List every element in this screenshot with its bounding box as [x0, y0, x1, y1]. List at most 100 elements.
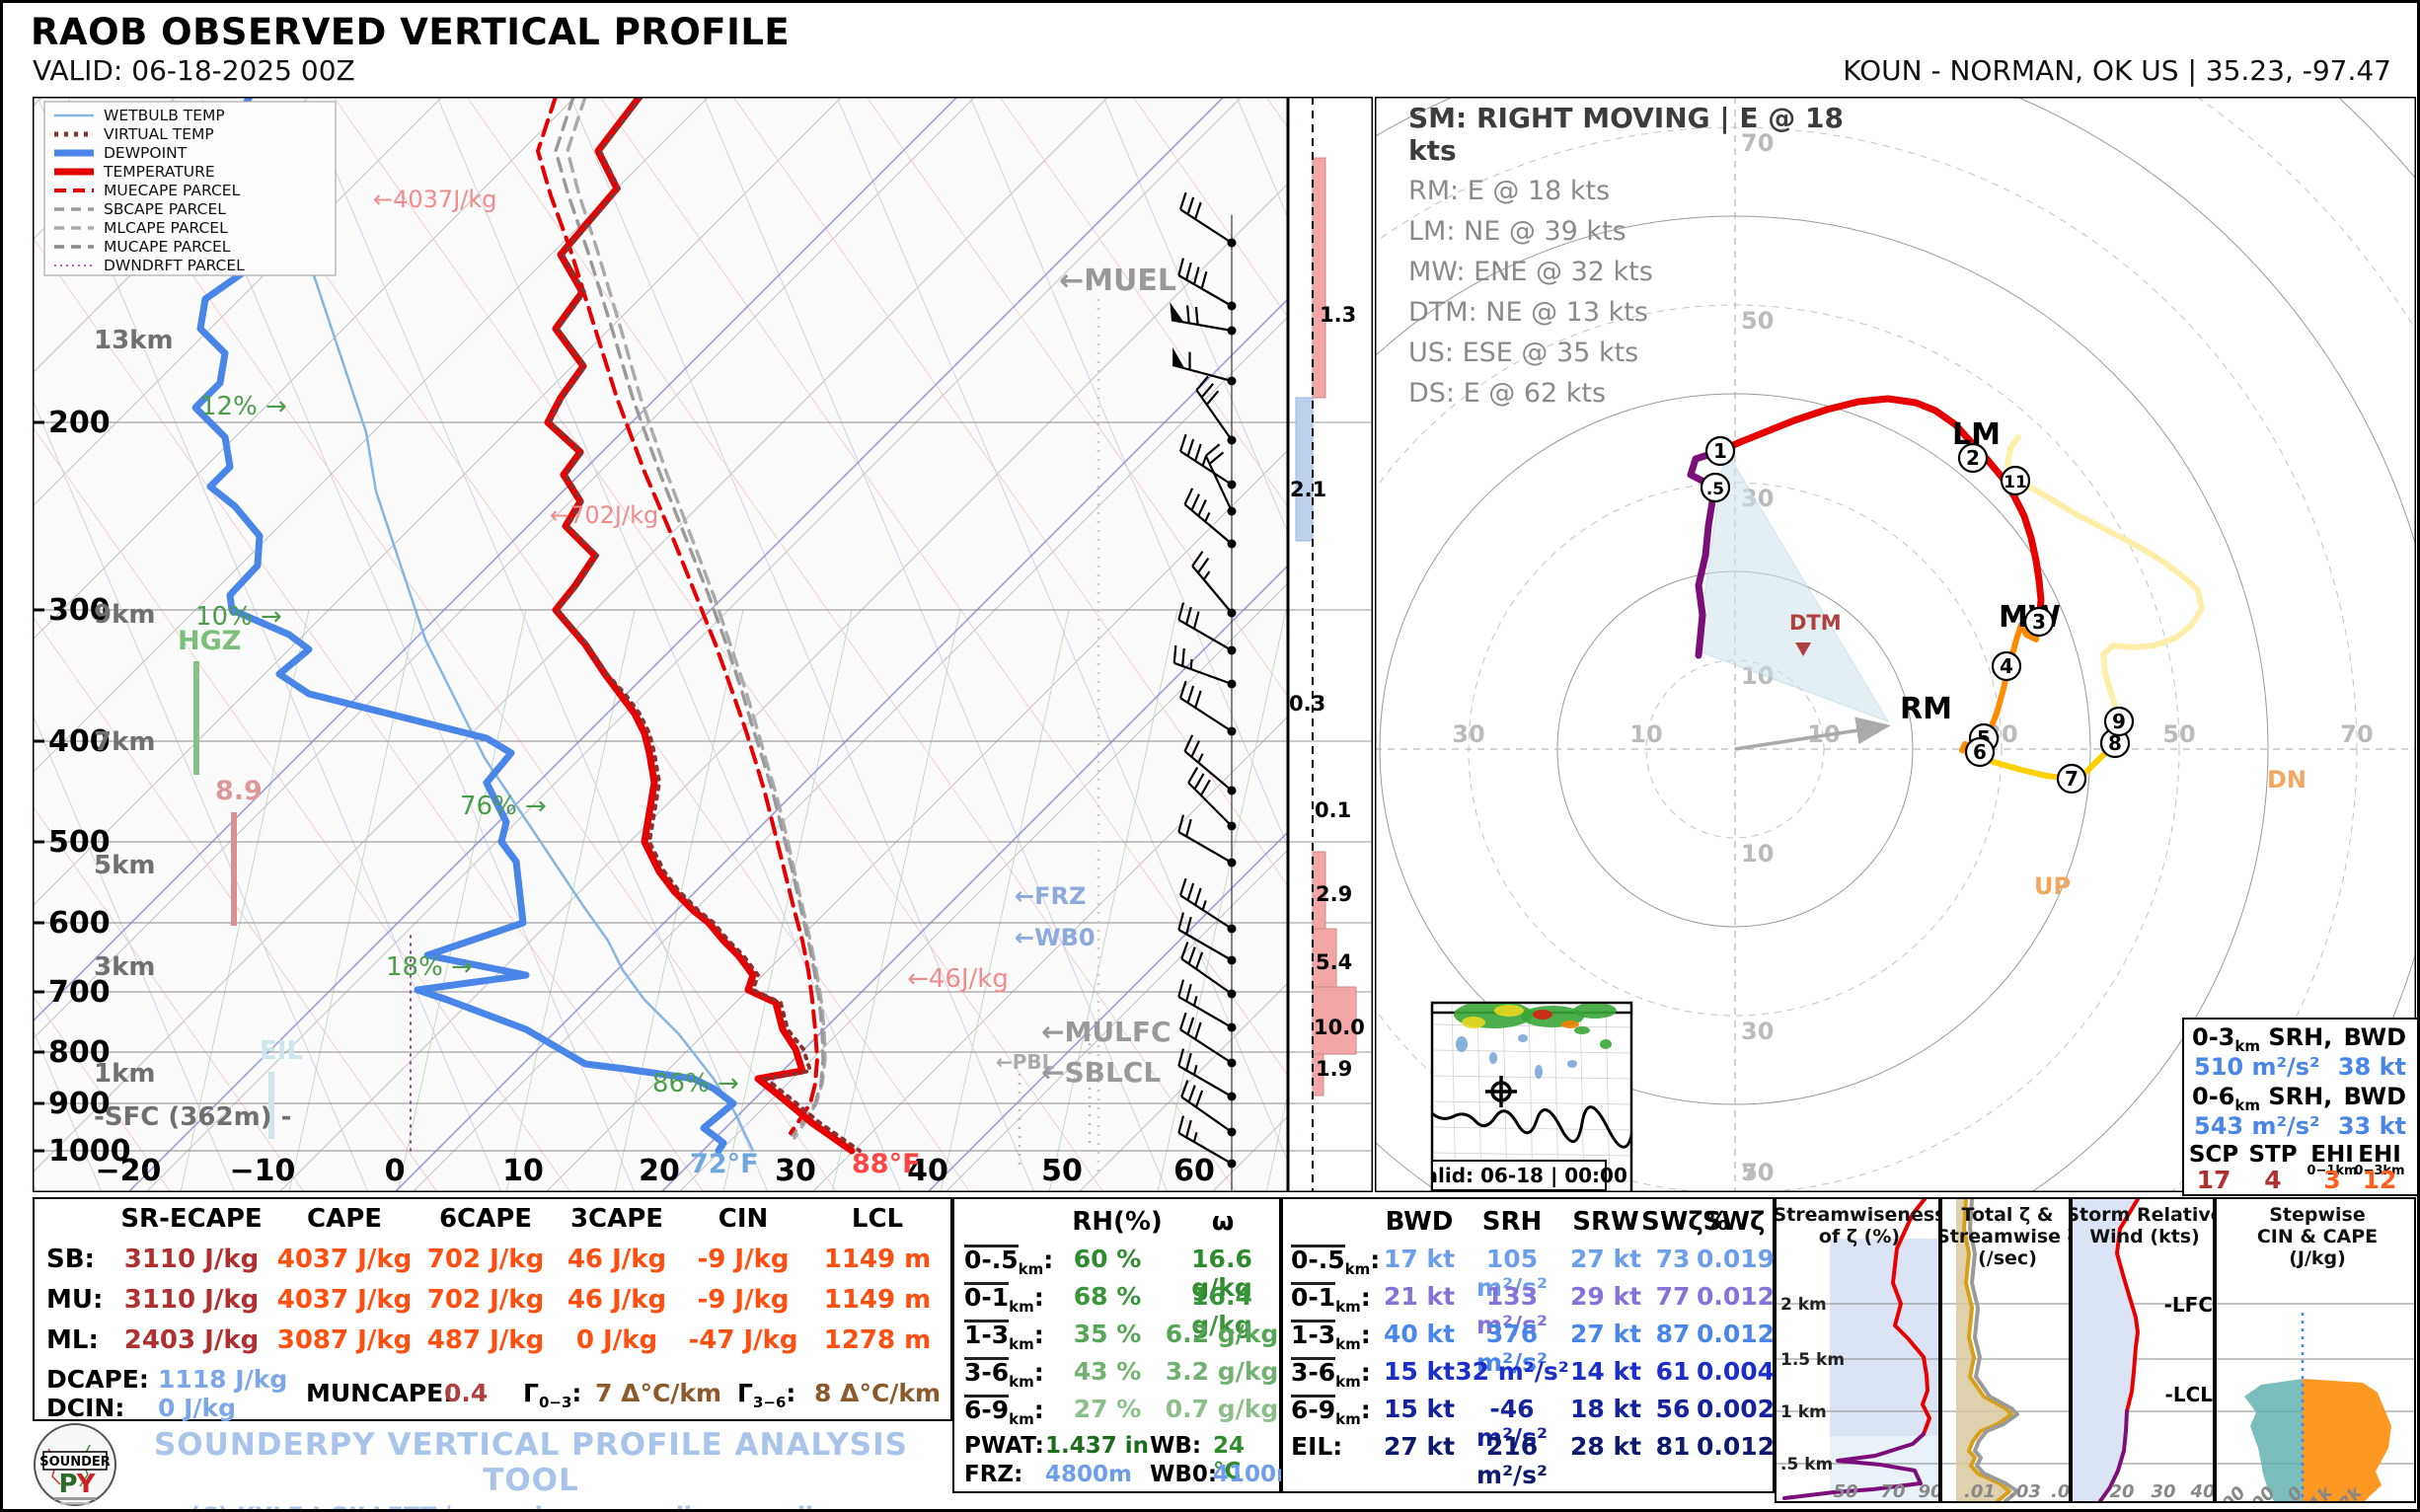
kin-value: 14 kt: [1569, 1357, 1642, 1386]
panel-title: of ζ (%): [1819, 1226, 1900, 1247]
kin-value: 28 kt: [1569, 1432, 1642, 1461]
panel-title: Storm Relative: [2071, 1204, 2215, 1226]
kin-value: 0.012: [1697, 1282, 1776, 1311]
hodo-trace-1-3km: [1716, 395, 2045, 626]
panel-line: [1968, 1199, 2019, 1501]
omega-bar: [1312, 986, 1357, 1055]
skewt-annotation: ←46J/kg: [907, 964, 1009, 994]
muncape-label: MUNCAPE:: [306, 1379, 454, 1407]
legend-label: DWNDRFT PARCEL: [104, 257, 245, 274]
panel-xtick: .05: [2051, 1481, 2071, 1502]
thermo-cell: 4037 J/kg: [276, 1245, 413, 1274]
wind-barb: [1172, 644, 1237, 689]
height-label: -SFC (362m) -: [94, 1102, 291, 1132]
legend-label: TEMPERATURE: [103, 163, 215, 181]
skewt-annotation: 76% →: [460, 792, 547, 821]
thermo-row-label: ML:: [46, 1325, 99, 1355]
kin-col-header: SRH: [1481, 1207, 1543, 1237]
thermo-col-header: SR-ECAPE: [120, 1204, 263, 1234]
wind-barb: [1183, 488, 1237, 549]
kin-value: 17 kt: [1383, 1245, 1456, 1273]
height-marker: [2000, 465, 2031, 496]
storm-motion-mw: MW: ENE @ 32 kts: [1408, 257, 1653, 287]
omega-frame: [1288, 97, 1373, 1192]
panel-xtick: 50: [1833, 1481, 1857, 1502]
thermo-cell: 702 J/kg: [426, 1245, 545, 1274]
highlight-isotherm: [34, 98, 958, 1022]
height-label: 7km: [94, 727, 155, 757]
mixing-ratio-value: 16.6 g/kg: [1191, 1245, 1252, 1302]
kin-value: 77: [1655, 1282, 1691, 1311]
logo-wordmark: SOUNDER: [39, 1455, 111, 1470]
panel-fill: [1956, 1199, 2011, 1501]
panel-ytick: 1 km: [1780, 1402, 1827, 1422]
thermo-cell: 487 J/kg: [426, 1325, 545, 1355]
pressure-label: 600: [48, 906, 111, 941]
composite-value: 4: [2264, 1166, 2282, 1194]
frz-label: FRZ:: [964, 1462, 1023, 1487]
logo-caption-bar: [54, 1497, 96, 1500]
wind-barb: [1204, 443, 1237, 516]
wb-value: 24 °C: [1213, 1433, 1246, 1484]
kin-value: 27 kt: [1569, 1245, 1642, 1273]
height-marker: [1704, 435, 1736, 467]
kin-col-header: BWD: [1385, 1207, 1454, 1237]
wind-barb-column: [1170, 191, 1237, 1190]
highlight-isotherm: [660, 565, 1287, 1191]
radar-echo: [1567, 1060, 1577, 1068]
kin-value: 81: [1655, 1432, 1691, 1461]
kin-row-label: 0-1km:: [1291, 1282, 1371, 1316]
hodo-ring-label: 30: [1452, 720, 1484, 748]
kin-value: 21 kt: [1383, 1282, 1456, 1311]
skewt-annotation: 8.9: [215, 776, 263, 806]
thermo-cell: 3087 J/kg: [276, 1325, 413, 1355]
wind-barb: [1183, 734, 1237, 795]
hodo-ring-label: 10: [1629, 720, 1662, 748]
temp-axis-tick: 40: [907, 1154, 948, 1188]
height-marker-label: .5: [1706, 480, 1724, 499]
highlight-isotherm: [127, 98, 1225, 1191]
rh-row-label: 6-9km:: [964, 1395, 1044, 1428]
radar-echo: [1494, 1005, 1524, 1017]
bwd-header-0-6: BWD: [2343, 1083, 2406, 1110]
wind-barb: [1177, 258, 1237, 311]
wind-barb: [1178, 191, 1237, 248]
kin-col-header: SWζ: [1702, 1207, 1766, 1237]
srh-header-0-3: 0-3km SRH,: [2192, 1023, 2333, 1055]
storm-motion-rm: RM: E @ 18 kts: [1408, 176, 1611, 206]
kin-value: 376 m²/s²: [1476, 1320, 1548, 1377]
hodo-ring-label: 50: [1741, 1159, 1774, 1186]
composite-header: SCP: [2188, 1142, 2239, 1168]
panel-title: (/sec): [1978, 1247, 2037, 1269]
thermo-cell: 1149 m: [823, 1245, 932, 1274]
skewt-annotation: ←4037J/kg: [373, 186, 496, 213]
dcin-label: DCIN:: [46, 1394, 125, 1422]
pressure-label: 200: [48, 406, 111, 440]
omega-value: 10.0: [1314, 1016, 1365, 1039]
trace-virtual-temp: [547, 98, 862, 1153]
thermo-cell: 3110 J/kg: [123, 1245, 260, 1274]
storm-motion-us: US: ESE @ 35 kts: [1408, 338, 1639, 368]
height-marker: [1991, 650, 2022, 682]
height-marker: [1964, 736, 1996, 768]
rh-row-label: 1-3km:: [964, 1320, 1044, 1353]
radar-echo: [1600, 1039, 1612, 1049]
composite-value: 12: [2362, 1166, 2397, 1194]
panel-title: Streamwiseness: [1775, 1204, 1940, 1226]
radar-echo: [1561, 1021, 1579, 1028]
panel-level-label: -LFC: [2164, 1293, 2213, 1317]
kin-value: 29 kt: [1569, 1282, 1642, 1311]
height-marker: [2023, 606, 2055, 638]
trace-sbcape-parcel: [554, 98, 825, 1137]
thermo-cell: -47 J/kg: [688, 1325, 798, 1355]
height-marker-label: 2: [1966, 446, 1980, 470]
map-valid-label: Valid: 06-18 | 00:00: [1410, 1164, 1627, 1187]
wind-barb: [1177, 979, 1237, 1032]
wind-barb: [1191, 551, 1237, 618]
height-label: 9km: [94, 600, 155, 630]
legend-label: MLCAPE PARCEL: [104, 219, 228, 237]
trace-muecape-parcel: [536, 98, 819, 1135]
